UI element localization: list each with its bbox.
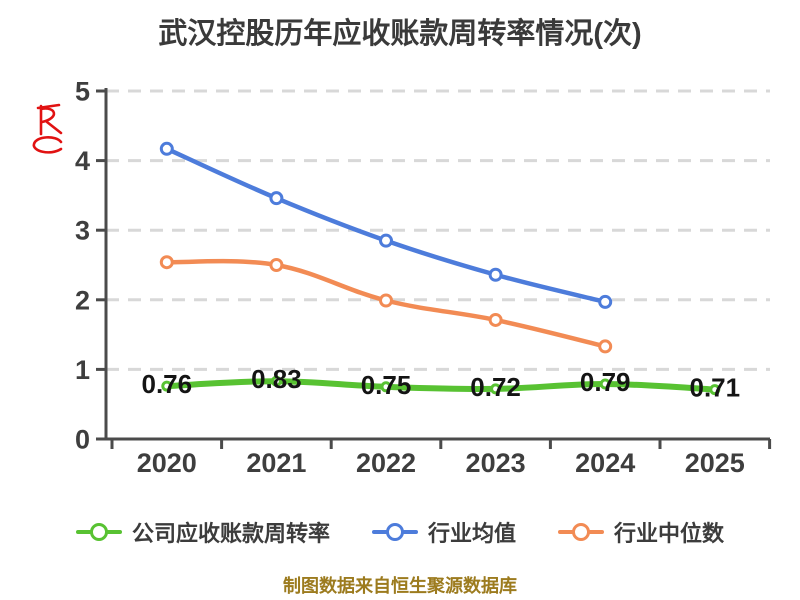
data-point-marker (159, 141, 174, 156)
data-point-marker (709, 384, 721, 396)
legend-marker-blue-icon (371, 523, 418, 541)
data-point-marker (379, 293, 393, 308)
legend-marker-orange-icon (558, 523, 604, 541)
legend-item-industry-average[interactable]: 行业均值 (371, 516, 516, 548)
data-point-marker (161, 380, 173, 392)
x-tick-label: 2021 (246, 448, 306, 478)
data-point-marker (269, 191, 284, 206)
value-label: 0.71 (689, 373, 740, 403)
chart-title: 武汉控股历年应收账款周转率情况(次) (158, 18, 642, 50)
legend-item-company-turnover[interactable]: 公司应收账款周转率 (75, 516, 330, 548)
series-line-2 (159, 255, 613, 354)
legend-label-industry-average: 行业均值 (427, 521, 516, 546)
value-label: 0.72 (470, 372, 521, 402)
data-source-note: 制图数据来自恒生聚源数据库 (283, 576, 517, 596)
data-point-marker (488, 267, 503, 282)
data-point-marker (488, 312, 503, 327)
x-axis-tick-labels: 2020 2021 2022 2023 2024 2025 (137, 448, 745, 478)
data-point-marker (379, 233, 393, 248)
x-tick-label: 2020 (137, 448, 197, 478)
gridlines (106, 89, 770, 371)
value-label: 0.75 (361, 370, 412, 400)
data-point-marker (270, 375, 282, 387)
data-point-marker (159, 255, 174, 270)
value-label: 0.79 (580, 367, 631, 397)
data-point-marker (380, 381, 392, 393)
x-tick-label: 2022 (356, 448, 416, 478)
x-tick-label: 2025 (685, 448, 745, 478)
series-line-1 (159, 141, 613, 309)
legend-label-company-turnover: 公司应收账款周转率 (131, 521, 330, 546)
data-point-marker (599, 378, 611, 390)
y-axis-tick-labels: 0 1 2 3 4 5 (75, 77, 90, 455)
legend-item-industry-median[interactable]: 行业中位数 (558, 516, 724, 548)
data-point-marker (598, 294, 613, 309)
value-label: 0.83 (251, 364, 302, 394)
value-label: 0.76 (141, 369, 192, 399)
y-tick-label: 4 (75, 146, 90, 176)
y-tick-label: 2 (75, 285, 90, 315)
data-point-marker (269, 258, 284, 272)
y-tick-label: 1 (75, 355, 90, 385)
y-tick-label: 3 (75, 216, 90, 246)
x-tick-label: 2024 (575, 448, 635, 478)
legend-label-industry-median: 行业中位数 (614, 521, 725, 546)
red-watermark-glyph (32, 103, 63, 154)
chart-legend: 公司应收账款周转率 行业均值 行业中位数 (0, 516, 800, 548)
data-point-marker (490, 383, 502, 395)
x-tick-label: 2023 (466, 448, 526, 478)
y-tick-label: 5 (75, 77, 90, 107)
y-tick-label: 0 (75, 425, 90, 455)
axes (96, 88, 772, 449)
legend-marker-green-icon (75, 523, 122, 541)
data-point-marker (598, 339, 613, 354)
series-line-0: 0.76 0.83 0.75 0.72 0.79 0.71 (141, 364, 740, 402)
